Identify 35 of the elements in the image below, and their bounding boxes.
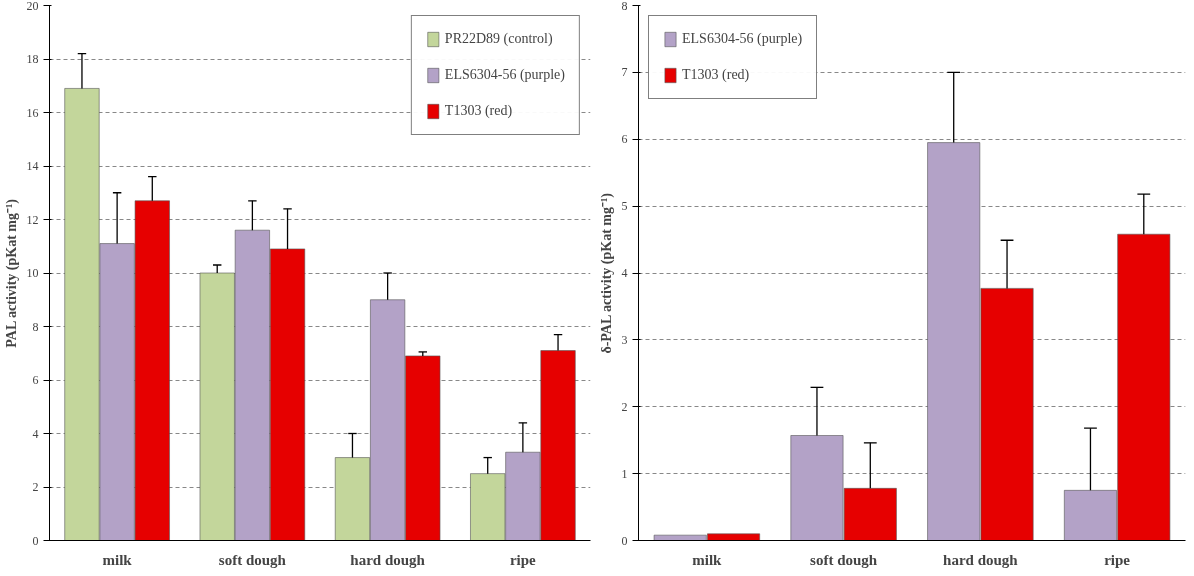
y-tick-label: 8: [621, 0, 628, 13]
legend-label: T1303 (red): [682, 67, 750, 83]
y-tick-label: 4: [32, 426, 39, 441]
y-axis-title: δ-PAL activity (pKat mg⁻¹): [598, 192, 615, 354]
y-tick-label: 6: [32, 373, 39, 387]
y-tick-label: 12: [26, 212, 39, 227]
x-tick-label: soft dough: [810, 551, 878, 568]
x-tick-label: soft dough: [218, 551, 287, 568]
legend-label: T1303 (red): [444, 103, 513, 119]
y-tick-label: 1: [621, 466, 628, 481]
y-tick-label: 2: [32, 480, 39, 494]
x-tick-label: milk: [102, 551, 133, 568]
y-tick-label: 10: [26, 266, 39, 280]
y-tick-label: 0: [621, 533, 628, 548]
y-tick-label: 20: [26, 0, 39, 13]
legend-label: ELS6304-56 (purple): [444, 67, 565, 83]
legend-label: ELS6304-56 (purple): [682, 31, 803, 47]
x-tick-label: ripe: [1104, 551, 1131, 568]
y-tick-label: 0: [32, 533, 39, 548]
x-tick-label: ripe: [509, 551, 537, 568]
x-tick-label: hard dough: [943, 551, 1019, 568]
y-tick-label: 7: [621, 65, 628, 80]
y-tick-label: 8: [32, 319, 39, 334]
legend-label: PR22D89 (control): [444, 31, 553, 47]
y-tick-label: 4: [621, 266, 628, 280]
y-tick-label: 5: [621, 199, 628, 214]
y-axis-title: PAL activity (pKat mg⁻¹): [3, 198, 20, 348]
y-tick-label: 6: [621, 132, 628, 147]
y-tick-label: 14: [26, 159, 39, 173]
x-tick-label: hard dough: [350, 551, 426, 568]
y-tick-label: 3: [621, 332, 628, 347]
y-tick-label: 18: [26, 52, 39, 66]
y-tick-label: 16: [26, 105, 39, 120]
y-tick-label: 2: [621, 399, 628, 414]
x-tick-label: milk: [692, 551, 723, 568]
